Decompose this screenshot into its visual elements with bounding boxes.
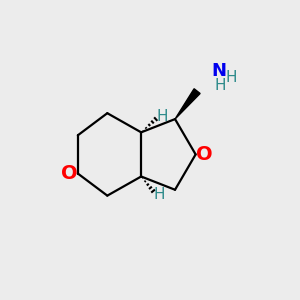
Text: H: H xyxy=(154,187,166,202)
Text: O: O xyxy=(196,145,212,164)
Text: N: N xyxy=(212,62,227,80)
Polygon shape xyxy=(175,89,200,119)
Text: H: H xyxy=(226,70,237,85)
Text: H: H xyxy=(215,78,226,93)
Text: H: H xyxy=(157,109,168,124)
Text: O: O xyxy=(61,164,78,183)
